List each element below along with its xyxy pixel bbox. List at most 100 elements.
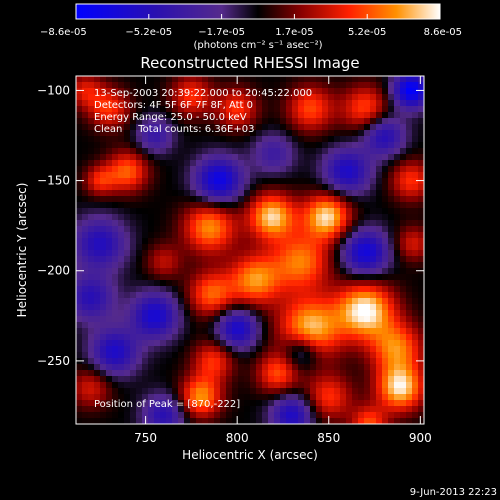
heatmap-cell xyxy=(280,316,287,323)
heatmap-cell xyxy=(130,388,137,395)
heatmap-cell xyxy=(244,244,251,251)
heatmap-cell xyxy=(94,394,101,401)
heatmap-cell xyxy=(334,190,341,197)
heatmap-cell xyxy=(370,238,377,245)
heatmap-cell xyxy=(136,100,143,107)
heatmap-cell xyxy=(214,124,221,131)
heatmap-cell xyxy=(118,208,125,215)
heatmap-cell xyxy=(220,370,227,377)
heatmap-cell xyxy=(160,190,167,197)
heatmap-cell xyxy=(316,184,323,191)
heatmap-cell xyxy=(220,268,227,275)
heatmap-cell xyxy=(418,226,424,233)
heatmap-cell xyxy=(178,274,185,281)
heatmap-cell xyxy=(292,262,299,269)
heatmap-cell xyxy=(82,262,89,269)
heatmap-cell xyxy=(256,256,263,263)
heatmap-cell xyxy=(322,364,329,371)
heatmap-cell xyxy=(358,214,365,221)
heatmap-cell xyxy=(406,190,413,197)
heatmap-cell xyxy=(166,298,173,305)
heatmap-cell xyxy=(166,310,173,317)
heatmap-cell xyxy=(214,100,221,107)
heatmap-cell xyxy=(130,208,137,215)
heatmap-cell xyxy=(292,76,299,83)
heatmap-cell xyxy=(142,172,149,179)
heatmap-cell xyxy=(130,400,137,407)
heatmap-cell xyxy=(346,370,353,377)
heatmap-cell xyxy=(184,364,191,371)
heatmap-cell xyxy=(298,370,305,377)
heatmap-cell xyxy=(130,310,137,317)
heatmap-cell xyxy=(88,160,95,167)
heatmap-cell xyxy=(190,328,197,335)
heatmap-cell xyxy=(82,94,89,101)
heatmap-cell xyxy=(148,262,155,269)
heatmap-cell xyxy=(220,256,227,263)
heatmap-cell xyxy=(118,280,125,287)
heatmap-cell xyxy=(232,190,239,197)
heatmap-cell xyxy=(376,178,383,185)
heatmap-cell xyxy=(100,142,107,149)
heatmap-cell xyxy=(298,388,305,395)
heatmap-cell xyxy=(190,322,197,329)
heatmap-cell xyxy=(82,256,89,263)
heatmap-cell xyxy=(376,130,383,137)
heatmap-cell xyxy=(298,88,305,95)
heatmap-cell xyxy=(412,100,419,107)
heatmap-cell xyxy=(244,142,251,149)
heatmap-cell xyxy=(322,148,329,155)
heatmap-cell xyxy=(196,118,203,125)
heatmap-cell xyxy=(304,274,311,281)
heatmap-cell xyxy=(232,118,239,125)
heatmap-cell xyxy=(100,154,107,161)
heatmap-cell xyxy=(268,160,275,167)
heatmap-cell xyxy=(382,352,389,359)
heatmap-cell xyxy=(286,328,293,335)
heatmap-cell xyxy=(406,388,413,395)
heatmap-cell xyxy=(298,136,305,143)
heatmap-cell xyxy=(100,94,107,101)
heatmap-cell xyxy=(88,196,95,203)
heatmap-cell xyxy=(172,316,179,323)
heatmap-cell xyxy=(94,298,101,305)
heatmap-cell xyxy=(172,346,179,353)
heatmap-cell xyxy=(124,172,131,179)
heatmap-cell xyxy=(256,220,263,227)
heatmap-cell xyxy=(346,82,353,89)
heatmap-cell xyxy=(172,364,179,371)
heatmap-cell xyxy=(172,106,179,113)
heatmap-cell xyxy=(406,280,413,287)
heatmap-cell xyxy=(196,124,203,131)
heatmap-cell xyxy=(298,196,305,203)
heatmap-cell xyxy=(418,412,424,419)
heatmap-cell xyxy=(394,400,401,407)
heatmap-cell xyxy=(190,94,197,101)
heatmap-cell xyxy=(238,118,245,125)
heatmap-cell xyxy=(244,88,251,95)
heatmap-cell xyxy=(136,76,143,83)
heatmap-cell xyxy=(76,286,83,293)
heatmap-cell xyxy=(316,328,323,335)
heatmap-cell xyxy=(148,130,155,137)
colorbar-units: (photons cm⁻² s⁻¹ asec⁻²) xyxy=(193,40,322,51)
heatmap-cell xyxy=(94,418,101,424)
heatmap-cell xyxy=(286,316,293,323)
heatmap-cell xyxy=(280,298,287,305)
heatmap-cell xyxy=(124,202,131,209)
heatmap-cell xyxy=(256,340,263,347)
heatmap-cell xyxy=(316,268,323,275)
heatmap-cell xyxy=(256,148,263,155)
heatmap-cell xyxy=(220,334,227,341)
heatmap-cell xyxy=(172,262,179,269)
heatmap-cell xyxy=(274,334,281,341)
heatmap-cell xyxy=(202,418,209,424)
heatmap-cell xyxy=(82,292,89,299)
heatmap-cell xyxy=(394,94,401,101)
heatmap-cell xyxy=(292,196,299,203)
heatmap-cell xyxy=(142,82,149,89)
heatmap-cell xyxy=(214,262,221,269)
heatmap-cell xyxy=(214,142,221,149)
heatmap-cell xyxy=(334,256,341,263)
heatmap-cell xyxy=(322,124,329,131)
